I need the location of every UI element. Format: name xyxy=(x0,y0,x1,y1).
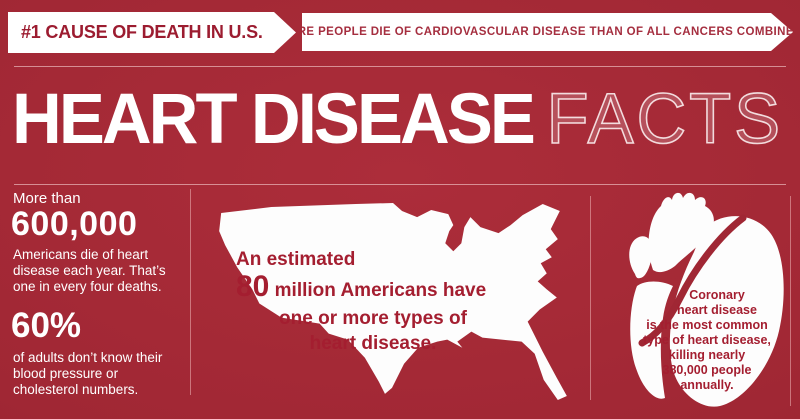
anatomical-heart-icon xyxy=(629,192,784,407)
stat2-number: 60% xyxy=(11,306,82,345)
map-fact-line4: heart disease. xyxy=(309,333,437,354)
map-fact-number: 80 xyxy=(236,270,270,303)
title-thin-text: FACTS xyxy=(546,80,783,159)
heart-fact-line5: killing nearly xyxy=(668,348,746,362)
column-divider-right xyxy=(590,196,591,400)
separator-line-middle xyxy=(14,184,786,185)
stat1-intro: More than xyxy=(13,190,81,207)
column-divider-left xyxy=(190,189,191,395)
top-ribbon-primary-label: #1 CAUSE OF DEATH IN U.S. xyxy=(21,22,263,42)
heart-fact-line6: 380,000 people xyxy=(632,363,782,378)
map-fact-line2: 80 million Americans have xyxy=(236,272,510,306)
stat1-number: 600,000 xyxy=(11,205,138,243)
heart-fact-line2: heart disease xyxy=(677,303,757,317)
top-ribbon-secondary-label: MORE PEOPLE DIE OF CARDIOVASCULAR DISEAS… xyxy=(278,26,800,38)
heart-fact-number: 380,000 xyxy=(662,363,708,377)
us-map-icon xyxy=(219,203,567,400)
stat1-text: Americans die of heart disease each year… xyxy=(13,247,166,294)
heart-fact-line3: is the most common xyxy=(646,318,768,332)
top-ribbon-secondary: MORE PEOPLE DIE OF CARDIOVASCULAR DISEAS… xyxy=(302,13,793,51)
edge-divider-right xyxy=(790,196,791,406)
page-title: HEART DISEASE FACTS xyxy=(12,83,783,157)
heart-fact-line4: type of heart disease, xyxy=(643,333,771,347)
map-fact-text: An estimated 80 million Americans have o… xyxy=(236,248,510,356)
map-fact-line1: An estimated xyxy=(236,249,356,270)
separator-line-top xyxy=(14,66,786,67)
title-main-text: HEART DISEASE xyxy=(12,80,536,159)
map-fact-line2-rest: million Americans have xyxy=(269,280,487,301)
stat2-text: of adults don’t know their blood pressur… xyxy=(13,350,163,397)
heart-fact-line1: Coronary xyxy=(689,288,745,302)
map-fact-line3: one or more types of xyxy=(279,308,467,329)
heart-fact-line6-rest: people xyxy=(707,363,752,377)
heart-fact-line7: annually. xyxy=(680,378,734,392)
top-ribbon-primary: #1 CAUSE OF DEATH IN U.S. xyxy=(8,12,296,53)
heart-fact-text: Coronary heart disease is the most commo… xyxy=(632,288,782,393)
